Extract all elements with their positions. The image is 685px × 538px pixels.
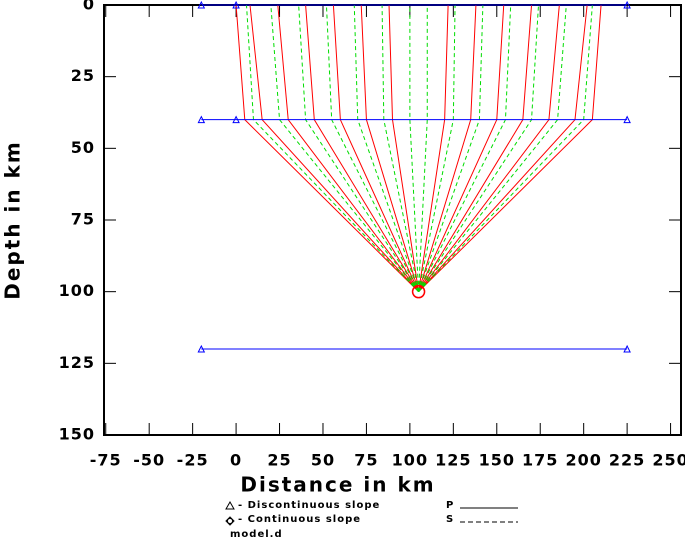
legend-p: P [446, 500, 454, 511]
x-tick-label: -25 [177, 451, 209, 470]
ray [270, 4, 419, 292]
ray [418, 4, 512, 292]
x-tick-label: 250 [652, 451, 685, 470]
y-tick-label: 0 [83, 0, 95, 14]
x-tick-label: 225 [609, 451, 645, 470]
ray [409, 5, 420, 292]
ray [418, 4, 602, 293]
x-tick-label: 0 [230, 451, 242, 470]
x-tick-label: 175 [522, 451, 558, 470]
ray [381, 4, 420, 292]
x-tick-label: 50 [311, 451, 335, 470]
legend-discontinuous: - Discontinuous slope [238, 500, 380, 511]
legend-continuous: - Continuous slope [238, 514, 361, 525]
y-axis-label: Depth in km [1, 140, 25, 299]
ray [235, 4, 419, 293]
x-tick-label: -50 [133, 451, 165, 470]
ray [305, 4, 419, 292]
ray [418, 4, 533, 292]
x-tick-label: 125 [435, 451, 471, 470]
interface-marker [623, 115, 631, 124]
ray [418, 4, 539, 292]
interface-marker [197, 0, 206, 9]
x-tick-label: 25 [267, 451, 291, 470]
ray [298, 4, 419, 292]
plot-frame [103, 4, 682, 436]
interface-marker [232, 0, 240, 9]
interface-marker [197, 115, 206, 124]
ray [277, 4, 419, 292]
legend-triangle [225, 500, 235, 510]
ray [249, 4, 419, 293]
interface-marker [623, 344, 631, 353]
y-tick-label: 25 [71, 66, 95, 85]
ray [418, 4, 588, 293]
interface-marker [197, 344, 206, 353]
ray [325, 4, 420, 292]
interface-marker [623, 0, 631, 9]
ray [418, 4, 560, 292]
y-tick-label: 100 [59, 281, 95, 300]
x-tick-label: 75 [354, 451, 378, 470]
ray [418, 4, 456, 292]
y-tick-label: 75 [71, 210, 95, 229]
x-tick-label: 150 [479, 451, 515, 470]
x-tick-label: -75 [90, 451, 122, 470]
interface-marker [232, 115, 240, 124]
x-tick-label: 200 [565, 451, 601, 470]
ray [418, 4, 567, 292]
legend-model: model.d [230, 529, 283, 538]
x-tick-label: 100 [392, 451, 428, 470]
ray [418, 5, 428, 292]
legend-s: S [446, 514, 454, 525]
legend-circle [227, 518, 233, 524]
source [411, 284, 426, 299]
x-axis-label: Distance in km [240, 473, 435, 497]
y-tick-label: 50 [71, 138, 95, 157]
y-tick-label: 150 [59, 425, 95, 444]
y-tick-label: 125 [59, 353, 95, 372]
